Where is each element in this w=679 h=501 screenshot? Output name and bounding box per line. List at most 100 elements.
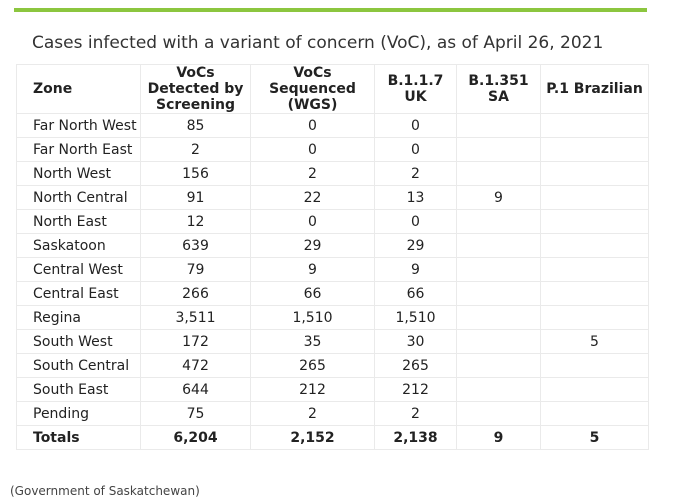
table-row: Central East 266 66 66 xyxy=(16,281,649,306)
sa-cell xyxy=(456,305,541,330)
detected-cell: 79 xyxy=(140,257,251,282)
uk-cell: 13 xyxy=(374,185,457,210)
sequenced-cell: 2 xyxy=(250,161,375,186)
detected-cell: 172 xyxy=(140,329,251,354)
brazilian-cell xyxy=(540,305,649,330)
zone-cell: South East xyxy=(16,377,141,402)
column-header-brazilian: P.1 Brazilian xyxy=(540,64,649,114)
voc-cases-table: Zone VoCs Detected by Screening VoCs Seq… xyxy=(16,64,649,450)
table-title: Cases infected with a variant of concern… xyxy=(32,33,604,53)
header-row: Zone VoCs Detected by Screening VoCs Seq… xyxy=(16,64,649,114)
sa-cell xyxy=(456,329,541,354)
sa-cell xyxy=(456,257,541,282)
uk-cell: 2 xyxy=(374,161,457,186)
brazilian-cell xyxy=(540,113,649,138)
table-row: Pending 75 2 2 xyxy=(16,401,649,426)
table-row: Far North West 85 0 0 xyxy=(16,113,649,138)
table-row: Central West 79 9 9 xyxy=(16,257,649,282)
totals-sequenced-cell: 2,152 xyxy=(250,425,375,450)
brazilian-cell xyxy=(540,161,649,186)
table-row: South West 172 35 30 5 xyxy=(16,329,649,354)
totals-uk-cell: 2,138 xyxy=(374,425,457,450)
totals-detected-cell: 6,204 xyxy=(140,425,251,450)
detected-cell: 2 xyxy=(140,137,251,162)
zone-cell: Pending xyxy=(16,401,141,426)
brazilian-cell xyxy=(540,209,649,234)
totals-brazilian-cell: 5 xyxy=(540,425,649,450)
uk-cell: 0 xyxy=(374,113,457,138)
detected-cell: 75 xyxy=(140,401,251,426)
zone-cell: Saskatoon xyxy=(16,233,141,258)
table-row: North East 12 0 0 xyxy=(16,209,649,234)
table-row: Regina 3,511 1,510 1,510 xyxy=(16,305,649,330)
brazilian-cell: 5 xyxy=(540,329,649,354)
uk-cell: 1,510 xyxy=(374,305,457,330)
brazilian-cell xyxy=(540,137,649,162)
column-header-zone: Zone xyxy=(16,64,141,114)
sa-cell xyxy=(456,281,541,306)
sequenced-cell: 212 xyxy=(250,377,375,402)
uk-cell: 29 xyxy=(374,233,457,258)
sequenced-cell: 22 xyxy=(250,185,375,210)
uk-cell: 0 xyxy=(374,209,457,234)
sequenced-cell: 29 xyxy=(250,233,375,258)
uk-cell: 212 xyxy=(374,377,457,402)
sa-cell xyxy=(456,137,541,162)
sa-cell xyxy=(456,113,541,138)
table-row: North West 156 2 2 xyxy=(16,161,649,186)
source-credit: (Government of Saskatchewan) xyxy=(10,484,200,498)
sa-cell: 9 xyxy=(456,185,541,210)
zone-cell: Central East xyxy=(16,281,141,306)
table-row: South East 644 212 212 xyxy=(16,377,649,402)
table-row: Saskatoon 639 29 29 xyxy=(16,233,649,258)
brazilian-cell xyxy=(540,281,649,306)
column-header-detected: VoCs Detected by Screening xyxy=(140,64,251,114)
sequenced-cell: 265 xyxy=(250,353,375,378)
zone-cell: North Central xyxy=(16,185,141,210)
brazilian-cell xyxy=(540,401,649,426)
uk-cell: 30 xyxy=(374,329,457,354)
zone-cell: South Central xyxy=(16,353,141,378)
uk-cell: 9 xyxy=(374,257,457,282)
zone-cell: Far North East xyxy=(16,137,141,162)
detected-cell: 85 xyxy=(140,113,251,138)
detected-cell: 266 xyxy=(140,281,251,306)
sa-cell xyxy=(456,401,541,426)
sa-cell xyxy=(456,233,541,258)
totals-row: Totals 6,204 2,152 2,138 9 5 xyxy=(16,425,649,450)
table-row: South Central 472 265 265 xyxy=(16,353,649,378)
zone-cell: Regina xyxy=(16,305,141,330)
sequenced-cell: 66 xyxy=(250,281,375,306)
uk-cell: 66 xyxy=(374,281,457,306)
accent-divider xyxy=(14,8,647,12)
detected-cell: 12 xyxy=(140,209,251,234)
sa-cell xyxy=(456,377,541,402)
sa-cell xyxy=(456,353,541,378)
sequenced-cell: 0 xyxy=(250,209,375,234)
table-body: Far North West 85 0 0 Far North East 2 0 0 North… xyxy=(16,113,649,450)
sequenced-cell: 9 xyxy=(250,257,375,282)
sequenced-cell: 0 xyxy=(250,113,375,138)
column-header-sa: B.1.351 SA xyxy=(456,64,541,114)
brazilian-cell xyxy=(540,353,649,378)
detected-cell: 3,511 xyxy=(140,305,251,330)
sa-cell xyxy=(456,209,541,234)
sequenced-cell: 35 xyxy=(250,329,375,354)
uk-cell: 265 xyxy=(374,353,457,378)
zone-cell: Far North West xyxy=(16,113,141,138)
totals-sa-cell: 9 xyxy=(456,425,541,450)
detected-cell: 472 xyxy=(140,353,251,378)
sa-cell xyxy=(456,161,541,186)
uk-cell: 2 xyxy=(374,401,457,426)
column-header-sequenced: VoCs Sequenced (WGS) xyxy=(250,64,375,114)
detected-cell: 156 xyxy=(140,161,251,186)
table-row: North Central 91 22 13 9 xyxy=(16,185,649,210)
zone-cell: Central West xyxy=(16,257,141,282)
zone-cell: North West xyxy=(16,161,141,186)
table-row: Far North East 2 0 0 xyxy=(16,137,649,162)
brazilian-cell xyxy=(540,377,649,402)
brazilian-cell xyxy=(540,185,649,210)
column-header-uk: B.1.1.7 UK xyxy=(374,64,457,114)
zone-cell: South West xyxy=(16,329,141,354)
sequenced-cell: 2 xyxy=(250,401,375,426)
